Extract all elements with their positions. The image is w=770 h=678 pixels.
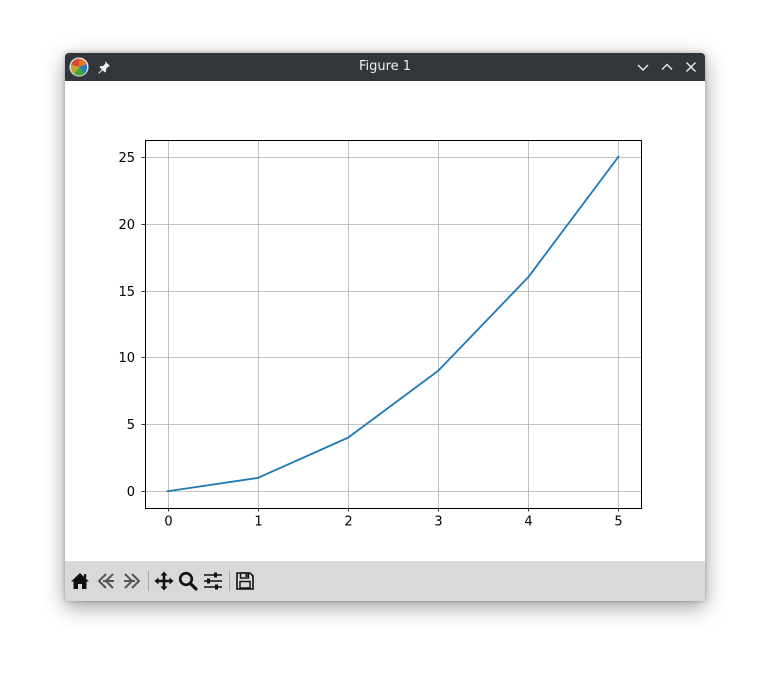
line-chart[interactable]: 0 1 2 3 4 5 0 5 10 15 20 25 — [65, 81, 705, 561]
series-line — [166, 155, 620, 493]
move-icon[interactable] — [153, 570, 175, 592]
sliders-icon[interactable] — [202, 570, 224, 592]
y-tick-label: 5 — [127, 418, 135, 433]
arrow-right-icon[interactable] — [121, 570, 143, 592]
navigation-toolbar — [65, 561, 705, 601]
y-tick-label: 10 — [118, 351, 135, 366]
grid-lines — [145, 140, 641, 508]
x-tick-label: 4 — [524, 515, 532, 530]
maximize-chevron-up-icon[interactable] — [659, 59, 675, 75]
arrow-left-icon[interactable] — [95, 570, 117, 592]
floppy-disk-icon[interactable] — [234, 570, 256, 592]
toolbar-separator — [229, 571, 230, 591]
toolbar-separator — [148, 571, 149, 591]
figure-canvas[interactable]: 0 1 2 3 4 5 0 5 10 15 20 25 — [65, 81, 705, 561]
minimize-chevron-down-icon[interactable] — [635, 59, 651, 75]
home-icon[interactable] — [69, 570, 91, 592]
x-tick-label: 1 — [254, 515, 262, 530]
window-title: Figure 1 — [358, 59, 412, 74]
title-bar[interactable]: Figure 1 — [65, 53, 705, 81]
data-series — [166, 155, 620, 493]
x-tick-label: 0 — [164, 515, 172, 530]
x-tick-label: 5 — [614, 515, 622, 530]
x-tick-label: 2 — [344, 515, 352, 530]
magnifier-icon[interactable] — [177, 570, 199, 592]
y-tick-label: 15 — [118, 285, 135, 300]
y-tick-label: 0 — [127, 485, 135, 500]
y-tick-label: 25 — [118, 151, 135, 166]
pin-icon[interactable] — [96, 59, 112, 75]
axis-ticks: 0 1 2 3 4 5 0 5 10 15 20 25 — [118, 151, 622, 530]
matplotlib-app-icon — [69, 57, 89, 77]
x-tick-label: 3 — [434, 515, 442, 530]
close-icon[interactable] — [683, 59, 699, 75]
figure-window: Figure 1 0 1 2 3 4 5 0 5 10 15 20 25 — [65, 53, 705, 601]
axes-frame — [145, 140, 642, 509]
y-tick-label: 20 — [118, 218, 135, 233]
